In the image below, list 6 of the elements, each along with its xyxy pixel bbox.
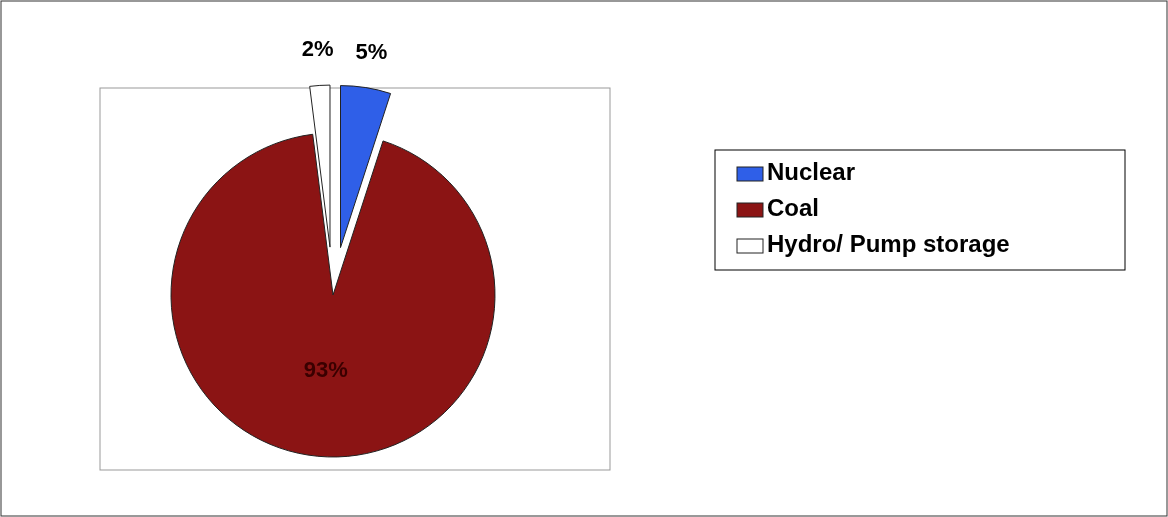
legend-label: Coal [767,194,820,222]
data-label: 5% [355,38,388,64]
data-label: 2% [301,36,334,62]
data-label: 93% [303,357,348,383]
legend-label: Nuclear [767,158,856,186]
legend-label: Hydro/ Pump storage [767,230,1010,258]
